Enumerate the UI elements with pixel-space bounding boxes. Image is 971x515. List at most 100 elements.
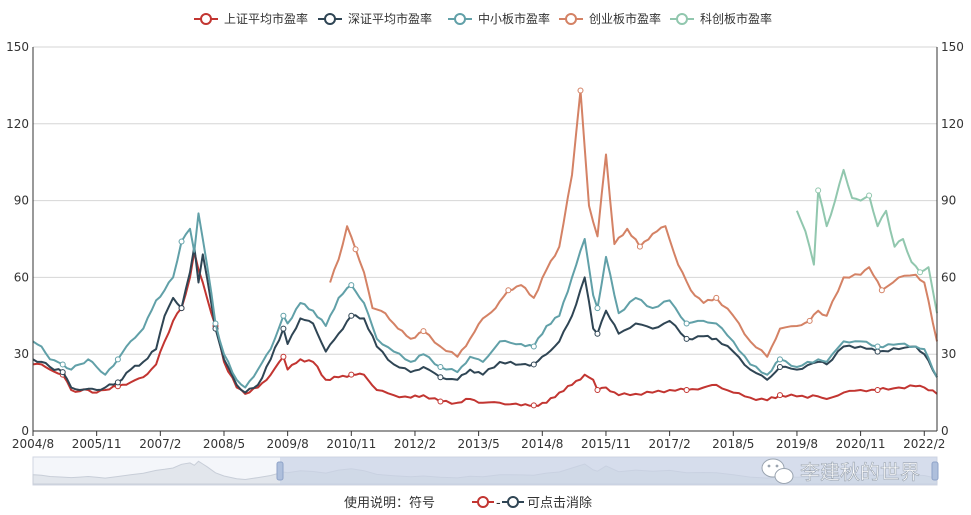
data-point[interactable] bbox=[874, 387, 881, 394]
data-point[interactable] bbox=[280, 312, 287, 319]
y-tick-label-right: 120 bbox=[941, 117, 964, 131]
x-tick-label: 2022/2 bbox=[903, 437, 945, 451]
data-point[interactable] bbox=[594, 387, 601, 394]
y-tick-label-right: 150 bbox=[941, 40, 964, 54]
x-tick-label: 2007/2 bbox=[139, 437, 181, 451]
data-point[interactable] bbox=[874, 343, 881, 350]
x-tick-label: 2010/11 bbox=[326, 437, 376, 451]
series-layer bbox=[32, 87, 938, 409]
y-tick-label-left: 150 bbox=[6, 40, 29, 54]
x-tick-label: 2005/11 bbox=[72, 437, 122, 451]
data-point[interactable] bbox=[280, 353, 287, 360]
data-point[interactable] bbox=[437, 374, 444, 381]
series-line[interactable] bbox=[329, 89, 938, 358]
usage-symbol-red-icon bbox=[472, 496, 494, 508]
usage-note-suffix: 可点击消除 bbox=[527, 496, 592, 511]
zoom-slider-right-handle[interactable] bbox=[931, 461, 939, 481]
x-tick-label: 2020/11 bbox=[836, 437, 886, 451]
series-line[interactable] bbox=[32, 250, 938, 407]
data-point[interactable] bbox=[594, 305, 601, 312]
usage-symbol-dark-icon bbox=[502, 496, 524, 508]
data-point[interactable] bbox=[713, 294, 720, 301]
watermark-text: 李建秋的世界 bbox=[800, 460, 920, 484]
usage-note: 使用说明：符号 - 可点击消除 bbox=[344, 495, 592, 511]
legend-label: 中小板市盈率 bbox=[478, 11, 550, 26]
usage-note-dash: - bbox=[496, 496, 501, 511]
legend-item[interactable]: 中小板市盈率 bbox=[448, 11, 550, 26]
data-point[interactable] bbox=[776, 364, 783, 370]
data-point[interactable] bbox=[530, 361, 537, 368]
legend-item[interactable]: 上证平均市盈率 bbox=[194, 11, 308, 26]
data-point[interactable] bbox=[59, 369, 66, 376]
legend-marker-icon bbox=[200, 13, 212, 25]
data-point[interactable] bbox=[683, 320, 690, 327]
series-line[interactable] bbox=[32, 245, 938, 394]
x-tick-label: 2013/5 bbox=[458, 437, 500, 451]
wechat-logo-icon bbox=[761, 458, 794, 484]
x-tick-label: 2015/11 bbox=[581, 437, 631, 451]
data-point[interactable] bbox=[420, 328, 427, 335]
y-tick-label-right: 60 bbox=[941, 270, 956, 284]
y-tick-label-left: 60 bbox=[14, 270, 29, 284]
data-point[interactable] bbox=[874, 348, 881, 355]
x-tick-label: 2019/8 bbox=[776, 437, 818, 451]
data-point[interactable] bbox=[352, 246, 359, 253]
data-point[interactable] bbox=[917, 269, 924, 276]
legend-marker-icon bbox=[676, 13, 688, 25]
y-tick-label-left: 90 bbox=[14, 194, 29, 208]
y-tick-label-right: 0 bbox=[941, 424, 949, 438]
series-line[interactable] bbox=[32, 212, 938, 389]
legend-marker-icon bbox=[565, 13, 577, 25]
legend-label: 深证平均市盈率 bbox=[348, 11, 432, 26]
x-tick-label: 2017/2 bbox=[649, 437, 691, 451]
legend-item[interactable]: 创业板市盈率 bbox=[559, 11, 661, 26]
data-point[interactable] bbox=[59, 361, 66, 368]
data-point[interactable] bbox=[806, 317, 813, 324]
legend-item[interactable]: 深证平均市盈率 bbox=[318, 11, 432, 26]
y-tick-label-right: 30 bbox=[941, 347, 956, 361]
data-point[interactable] bbox=[505, 287, 512, 294]
x-tick-label: 2008/5 bbox=[203, 437, 245, 451]
data-point[interactable] bbox=[878, 287, 885, 294]
data-point[interactable] bbox=[178, 238, 185, 245]
data-point[interactable] bbox=[178, 305, 185, 312]
data-point[interactable] bbox=[636, 243, 643, 250]
watermark: 李建秋的世界 bbox=[761, 458, 920, 484]
data-point[interactable] bbox=[683, 335, 690, 342]
data-point[interactable] bbox=[776, 392, 783, 399]
data-point[interactable] bbox=[530, 402, 537, 409]
data-point[interactable] bbox=[348, 312, 355, 319]
legend-marker-icon bbox=[454, 13, 466, 25]
data-point[interactable] bbox=[348, 371, 355, 378]
data-point[interactable] bbox=[594, 330, 601, 337]
legend-label: 上证平均市盈率 bbox=[224, 11, 308, 26]
data-point[interactable] bbox=[776, 356, 783, 363]
chart-axes: 0 0 30 30 60 60 90 90 120 120 150 150 2004/8 2005/11 2… bbox=[6, 40, 964, 451]
y-tick-label-left: 120 bbox=[6, 117, 29, 131]
y-tick-label-left: 30 bbox=[14, 347, 29, 361]
data-point[interactable] bbox=[815, 187, 822, 194]
usage-note-prefix: 使用说明：符号 bbox=[344, 495, 435, 511]
data-point[interactable] bbox=[437, 364, 444, 370]
y-tick-label-left: 0 bbox=[21, 424, 29, 438]
legend-marker-icon bbox=[324, 13, 336, 25]
data-point[interactable] bbox=[437, 398, 444, 405]
chart-legend: 上证平均市盈率 深证平均市盈率 中小板市盈率 创业板市盈率 科创板市盈率 bbox=[194, 11, 772, 26]
data-point[interactable] bbox=[348, 282, 355, 289]
data-point[interactable] bbox=[114, 356, 121, 363]
data-point[interactable] bbox=[866, 192, 873, 199]
x-tick-label: 2012/2 bbox=[394, 437, 436, 451]
legend-item[interactable]: 科创板市盈率 bbox=[670, 11, 772, 26]
data-point[interactable] bbox=[114, 379, 121, 386]
legend-label: 科创板市盈率 bbox=[700, 11, 772, 26]
data-point[interactable] bbox=[577, 87, 584, 94]
data-point[interactable] bbox=[212, 320, 219, 327]
data-point[interactable] bbox=[683, 387, 690, 394]
data-point[interactable] bbox=[280, 325, 287, 332]
data-point[interactable] bbox=[530, 343, 537, 350]
x-tick-label: 2018/5 bbox=[712, 437, 754, 451]
zoom-slider-selected-range[interactable] bbox=[280, 457, 937, 485]
y-tick-label-right: 90 bbox=[941, 194, 956, 208]
zoom-slider-left-handle[interactable] bbox=[276, 461, 284, 481]
